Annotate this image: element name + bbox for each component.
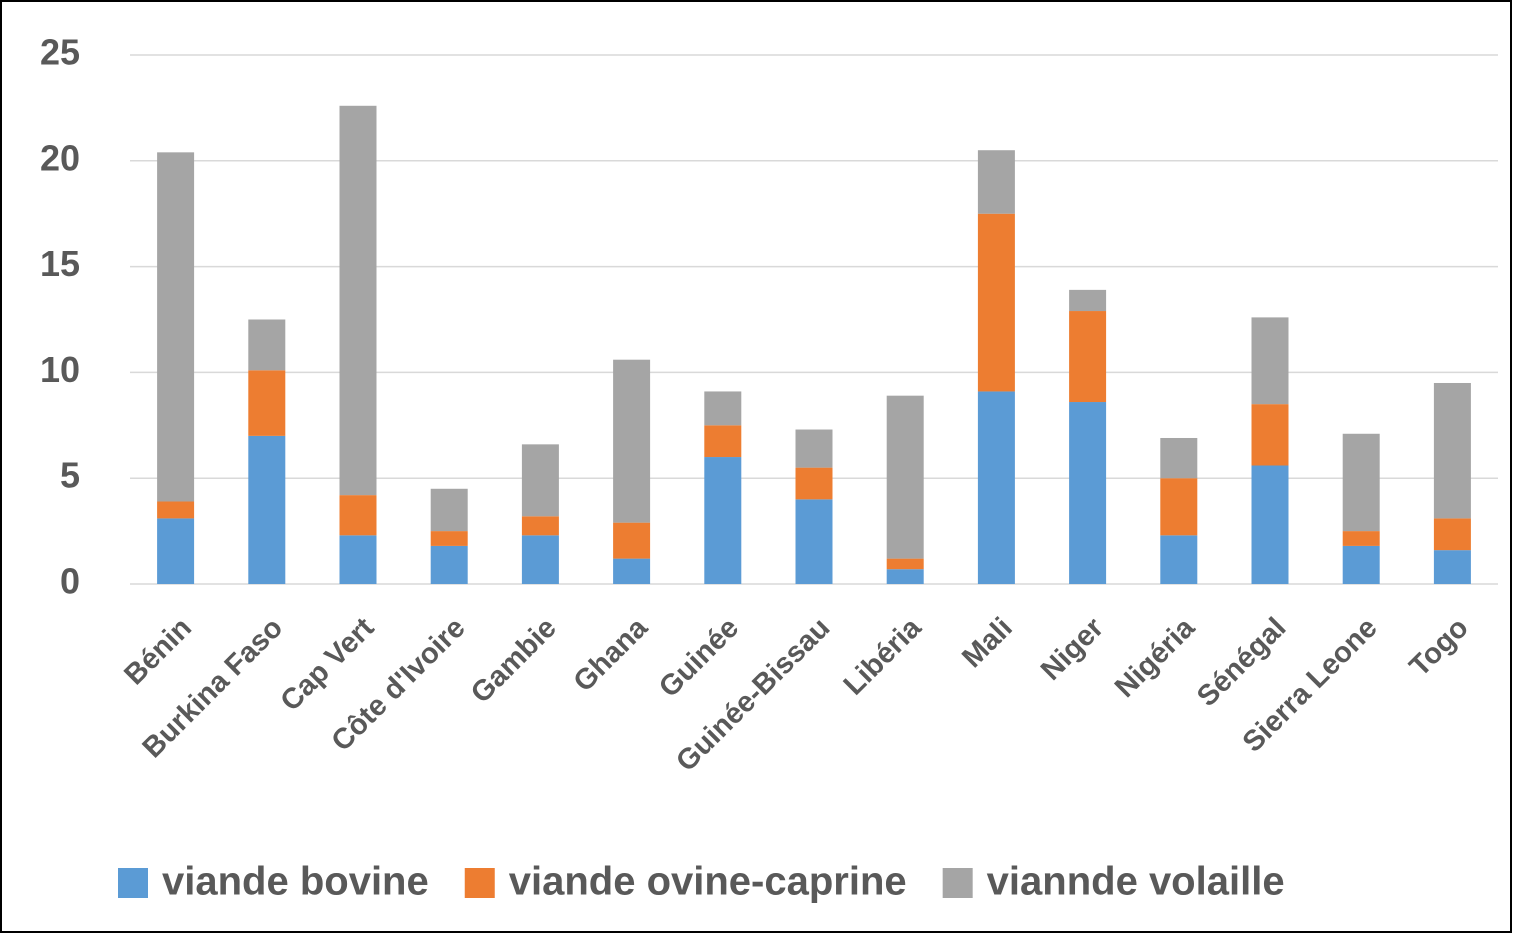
legend-swatch: [464, 868, 495, 898]
y-tick-label: 10: [40, 349, 80, 390]
bar-segment: [1433, 382, 1471, 519]
bar-segment: [339, 535, 377, 584]
bar-segment: [1069, 289, 1107, 312]
y-tick-label: 0: [60, 561, 80, 602]
y-tick-label: 15: [40, 243, 80, 284]
bar-segment: [1160, 535, 1198, 584]
bar-segment: [157, 152, 195, 502]
bar-segment: [977, 213, 1015, 392]
bar-segment: [704, 391, 742, 426]
bar-segment: [1342, 433, 1380, 532]
bar-segment: [1160, 437, 1198, 479]
bar-segment: [795, 429, 833, 468]
bar-segment: [977, 150, 1015, 214]
bar-segment: [157, 501, 195, 519]
bar-segment: [521, 444, 559, 517]
bar-segment: [704, 457, 742, 584]
bar-segment: [248, 435, 286, 584]
bar-segment: [704, 425, 742, 458]
legend-label: viande bovine: [162, 860, 429, 904]
y-tick-label: 20: [40, 137, 80, 178]
bar-segment: [339, 105, 377, 496]
bar-segment: [613, 522, 651, 559]
bar-segment: [886, 558, 924, 570]
bar-segment: [248, 370, 286, 436]
bar-segment: [430, 488, 468, 532]
bar-segment: [157, 518, 195, 584]
bar-segment: [886, 395, 924, 559]
bar-segment: [248, 319, 286, 371]
bar-segment: [977, 391, 1015, 584]
bar-segment: [430, 531, 468, 546]
bar-segment: [613, 359, 651, 523]
bar-segment: [521, 535, 559, 584]
bar-segment: [1251, 465, 1289, 584]
y-tick-label: 25: [40, 32, 80, 73]
bar-segment: [1069, 402, 1107, 584]
bar-segment: [430, 545, 468, 584]
legend-label: viannde volaille: [987, 860, 1285, 904]
bar-segment: [1251, 317, 1289, 405]
legend-label: viande ovine-caprine: [509, 860, 907, 904]
bar-segment: [521, 516, 559, 536]
bar-segment: [1160, 478, 1198, 536]
bar-segment: [1251, 404, 1289, 466]
bar-segment: [795, 467, 833, 500]
bar-segment: [795, 499, 833, 584]
bar-segment: [339, 495, 377, 536]
bar-segment: [1433, 518, 1471, 551]
bar-segment: [1069, 311, 1107, 403]
bar-segment: [1342, 545, 1380, 584]
legend-swatch: [118, 868, 148, 898]
bar-segment: [886, 569, 924, 584]
bar-segment: [613, 558, 651, 584]
legend-swatch: [942, 868, 973, 898]
bar-segment: [1433, 550, 1471, 584]
bar-segment: [1342, 531, 1380, 546]
y-tick-label: 5: [60, 455, 80, 496]
